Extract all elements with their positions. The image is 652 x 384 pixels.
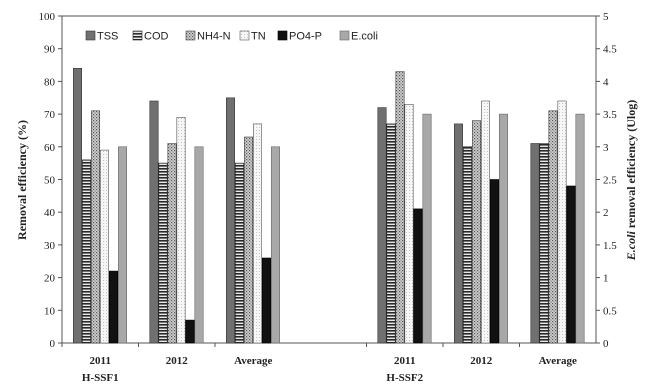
y-left-tick-label: 70 [44,109,56,121]
legend-swatch [132,30,143,41]
x-tick-label: 2012 [166,355,189,367]
legend-label: TN [251,31,266,43]
bar-nh4-n [167,143,177,344]
legend-swatch [339,30,350,41]
legend-item-po4-p: PO4-P [277,30,322,43]
bar-nh4-n [244,136,254,344]
bar-tss [453,123,463,344]
y-right-tick-label: 3.5 [603,109,617,121]
y-axis-label-right-rest: removal efficiency (Ulog) [624,100,638,231]
legend-label: PO4-P [289,31,322,43]
y-right-tick-label: 0 [603,338,609,350]
bar-e-coli [498,113,508,344]
bar-nh4-n [395,71,405,344]
y-left-tick-label: 50 [44,175,56,187]
y-left-tick-label: 90 [44,44,56,56]
y-right-tick-label: 1 [603,273,609,285]
legend-label: NH4-N [197,31,231,43]
bar-tn [176,117,186,344]
y-right-tick-label: 2.5 [603,175,617,187]
y-right-tick-label: 2 [603,207,609,219]
bar-e-coli [422,113,432,344]
x-tick-label: 2011 [90,355,111,367]
bar-nh4-n [91,110,101,344]
y-right-tick-label: 4.5 [603,44,617,56]
bars [73,68,585,344]
bar-cod [235,162,245,344]
bar-e-coli [575,113,585,344]
bar-po4-p [185,319,195,344]
legend-item-tn: TN [239,30,266,43]
bar-cod [82,159,92,344]
bar-po4-p [109,270,119,344]
legend-item-cod: COD [132,30,169,43]
legend-swatch [85,30,96,41]
legend-item-e-coli: E.coli [339,30,378,43]
x-axis: 2011 2012 Average 2011 2012 Average H-SSF1 H-SS… [61,343,577,384]
bar-tss [149,100,159,344]
y-axis-label-left: Removal efficiency (%) [15,120,29,240]
legend-swatch [277,30,288,41]
x-tick-label: 2012 [470,355,493,367]
bar-cod [158,162,168,344]
bar-e-coli [118,146,128,344]
legend-label: COD [144,31,169,43]
y-right-tick-label: 0.5 [603,305,617,317]
y-left-tick-label: 0 [50,338,56,350]
bar-po4-p [566,185,576,344]
bar-tss [73,68,83,344]
y-left-tick-label: 40 [44,207,56,219]
legend-item-nh4-n: NH4-N [185,30,231,43]
y-right-tick-label: 1.5 [603,240,617,252]
y-axis-label-right-italic: E.coli [624,231,638,262]
legend: TSS COD NH4-N TN PO4-P E.coli [85,30,378,43]
bar-tn [100,149,110,344]
x-tick-label: Average [539,355,577,367]
bar-tss [226,97,236,344]
bar-nh4-n [471,120,481,344]
legend-item-tss: TSS [85,30,118,43]
bar-cod [462,146,472,344]
bar-tss [377,107,387,344]
y-right-tick-label: 3 [603,142,609,154]
bar-po4-p [489,179,499,344]
bar-tn [557,100,567,344]
y-axis-left: 0 10 20 30 40 50 60 70 80 90 100 [39,11,62,350]
bar-e-coli [270,146,280,344]
bar-po4-p [413,208,423,344]
y-right-tick-label: 4 [603,76,609,88]
bar-tn [253,123,263,344]
y-axis-right: 0 0.5 1 1.5 2 2.5 3 3.5 4 4.5 5 [596,11,617,350]
y-axis-label-right: E.coli removal efficiency (Ulog) [624,100,638,261]
legend-label: TSS [97,31,118,43]
bar-cod [386,123,396,344]
y-right-tick-label: 5 [603,11,609,23]
y-left-tick-label: 60 [44,142,56,154]
legend-swatch [185,30,196,41]
legend-label: E.coli [351,31,378,43]
bar-nh4-n [548,110,558,344]
bar-tn [404,104,414,344]
bar-tn [480,100,490,344]
y-left-tick-label: 10 [44,305,56,317]
bar-e-coli [194,146,204,344]
legend-swatch [239,30,250,41]
x-tick-label: Average [234,355,272,367]
y-left-tick-label: 100 [39,11,56,23]
y-left-tick-label: 30 [44,240,56,252]
y-left-tick-label: 80 [44,76,56,88]
x-tick-label: 2011 [394,355,415,367]
group-label-h-ssf1: H-SSF1 [82,372,119,384]
y-left-tick-label: 20 [44,273,56,285]
bar-tss [530,143,540,344]
bar-po4-p [261,257,271,344]
plot-area [61,15,597,344]
bar-cod [539,143,549,344]
group-label-h-ssf2: H-SSF2 [386,372,423,384]
